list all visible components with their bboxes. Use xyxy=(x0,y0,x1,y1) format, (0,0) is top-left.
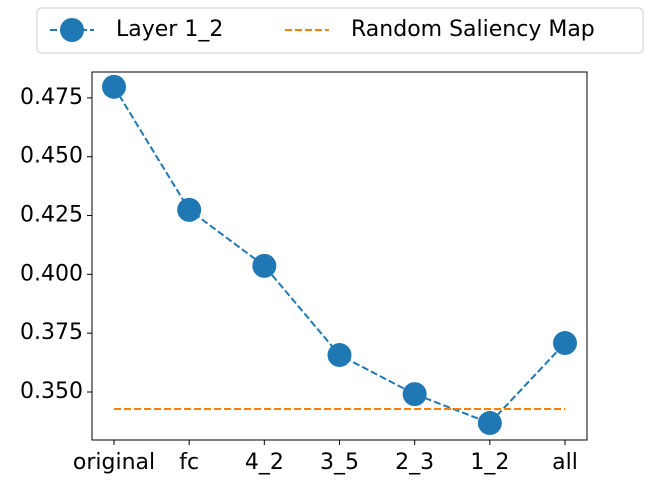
y-tick-label: 0.400 xyxy=(20,261,83,286)
x-tick-label: 1_2 xyxy=(470,450,509,475)
data-point xyxy=(477,411,502,436)
data-point xyxy=(327,343,352,368)
legend-marker xyxy=(60,18,84,42)
data-point xyxy=(553,331,577,356)
y-tick-label: 0.475 xyxy=(20,85,83,110)
legend-box xyxy=(36,7,644,54)
y-tick-label: 0.375 xyxy=(20,320,83,345)
x-tick-label: all xyxy=(552,450,578,475)
x-tick-label: 4_2 xyxy=(245,450,284,475)
data-point xyxy=(402,382,427,407)
legend-label: Random Saliency Map xyxy=(351,17,595,42)
data-point xyxy=(102,74,126,99)
y-tick-label: 0.350 xyxy=(20,379,83,404)
x-tick-label: 3_5 xyxy=(320,450,359,475)
data-point xyxy=(177,197,202,222)
legend-label: Layer 1_2 xyxy=(116,17,223,42)
x-tick-label: 2_3 xyxy=(395,450,434,475)
x-tick-label: fc xyxy=(179,450,199,475)
plot-frame xyxy=(91,71,588,441)
x-tick-label: original xyxy=(73,450,155,475)
y-tick-label: 0.425 xyxy=(20,203,83,228)
data-point xyxy=(252,253,277,278)
y-tick-label: 0.450 xyxy=(20,144,83,169)
series-line xyxy=(113,86,566,425)
